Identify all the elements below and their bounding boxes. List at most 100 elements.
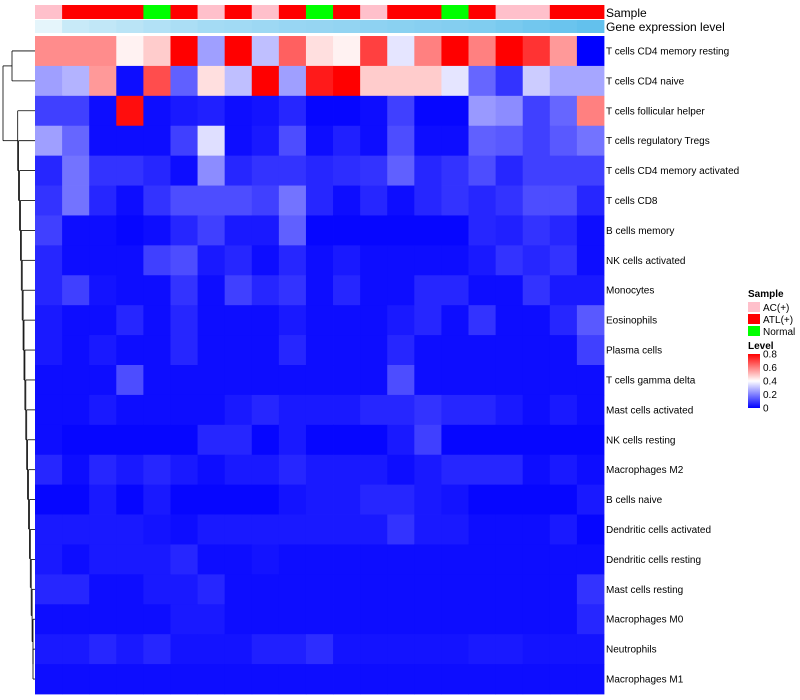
heatmap-cell xyxy=(495,335,524,366)
row-label: Monocytes xyxy=(606,286,654,297)
heatmap-cell xyxy=(441,514,469,545)
heatmap-cell xyxy=(35,215,63,246)
sample-legend-swatch xyxy=(748,302,760,312)
heatmap-cell xyxy=(197,484,226,515)
heatmap-cell xyxy=(414,65,442,97)
sample-annotation-cell xyxy=(441,5,469,19)
heatmap-cell xyxy=(333,544,361,575)
heatmap-cell xyxy=(360,424,388,456)
heatmap-cell xyxy=(522,604,551,635)
heatmap-cell xyxy=(576,335,605,366)
heatmap-cell xyxy=(495,275,524,306)
heatmap-cell xyxy=(360,65,388,97)
heatmap-cell xyxy=(116,394,144,426)
heatmap-cell xyxy=(224,424,253,456)
heatmap-cell xyxy=(549,305,578,336)
heatmap-cell xyxy=(495,155,524,186)
heatmap-cell xyxy=(360,185,388,216)
heatmap-cell xyxy=(197,454,226,486)
heatmap-cell xyxy=(468,484,497,515)
heatmap-cell xyxy=(251,335,280,366)
heatmap-cell xyxy=(143,634,171,665)
heatmap-cell xyxy=(62,365,90,396)
heatmap-cell xyxy=(522,65,551,97)
heatmap-cell xyxy=(360,245,388,276)
heatmap-cell xyxy=(251,484,280,515)
heatmap-cell xyxy=(89,65,117,97)
heatmap-cell xyxy=(576,36,605,67)
sample-annotation-cell xyxy=(224,5,253,19)
heatmap-cell xyxy=(170,185,198,216)
gene-expression-annotation-cell xyxy=(170,20,198,33)
heatmap-cell xyxy=(414,544,442,575)
heatmap-cell xyxy=(414,424,442,456)
heatmap-cell xyxy=(522,275,551,306)
heatmap-cell xyxy=(224,125,253,157)
heatmap-cell xyxy=(143,484,171,515)
heatmap-cell xyxy=(278,275,307,306)
heatmap-cell xyxy=(387,424,415,456)
heatmap-cell xyxy=(576,574,605,605)
heatmap-cell xyxy=(35,634,63,665)
gene-expression-annotation-cell xyxy=(251,20,280,33)
heatmap-cell xyxy=(387,95,415,127)
heatmap-cell xyxy=(116,664,144,695)
heatmap-cell xyxy=(251,245,280,276)
heatmap-cell xyxy=(468,95,497,127)
heatmap-cell xyxy=(197,394,226,426)
heatmap-cell xyxy=(441,155,469,186)
heatmap-cell xyxy=(549,424,578,456)
heatmap-cell xyxy=(89,215,117,246)
heatmap-cell xyxy=(468,365,497,396)
heatmap-cell xyxy=(576,634,605,665)
heatmap-cell xyxy=(35,365,63,396)
heatmap-cell xyxy=(576,424,605,456)
heatmap-cell xyxy=(549,394,578,426)
gene-expression-annotation-cell xyxy=(468,20,497,33)
heatmap-cell xyxy=(197,604,226,635)
heatmap-cell xyxy=(62,305,90,336)
level-tick-label: 0.8 xyxy=(763,350,777,361)
heatmap-cell xyxy=(305,95,334,127)
heatmap-cell xyxy=(387,245,415,276)
heatmap-cell xyxy=(278,664,307,695)
sample-annotation-cell xyxy=(197,5,226,19)
sample-legend-title: Sample xyxy=(748,289,784,300)
heatmap-cell xyxy=(197,424,226,456)
heatmap-cell xyxy=(116,245,144,276)
level-tick-label: 0 xyxy=(763,404,769,415)
heatmap-cell xyxy=(62,604,90,635)
heatmap-cell xyxy=(549,95,578,127)
heatmap-cell xyxy=(116,275,144,306)
heatmap-cell xyxy=(468,424,497,456)
heatmap-cell xyxy=(576,664,605,695)
row-label: NK cells activated xyxy=(606,256,685,267)
heatmap-cell xyxy=(278,65,307,97)
heatmap-cell xyxy=(576,275,605,306)
heatmap-cell xyxy=(387,365,415,396)
heatmap-cell xyxy=(197,305,226,336)
heatmap-cell xyxy=(278,514,307,545)
heatmap-cell xyxy=(35,335,63,366)
row-label: T cells gamma delta xyxy=(606,376,696,387)
heatmap-cell xyxy=(224,544,253,575)
heatmap-cell xyxy=(224,95,253,127)
sample-legend-label: ATL(+) xyxy=(763,315,793,326)
heatmap-cell xyxy=(251,125,280,157)
heatmap-cell xyxy=(576,65,605,97)
heatmap-cell xyxy=(441,65,469,97)
heatmap-cell xyxy=(62,335,90,366)
heatmap-cell xyxy=(116,65,144,97)
heatmap-cell xyxy=(495,215,524,246)
row-label: Macrophages M2 xyxy=(606,465,684,476)
gene-expression-annotation-cell xyxy=(414,20,442,33)
heatmap-cell xyxy=(387,544,415,575)
heatmap-cell xyxy=(116,574,144,605)
heatmap-cell xyxy=(387,514,415,545)
heatmap-cell xyxy=(549,275,578,306)
heatmap-cell xyxy=(468,155,497,186)
heatmap-cell xyxy=(414,454,442,486)
heatmap-cell xyxy=(441,574,469,605)
level-legend-title: Level xyxy=(748,341,774,352)
heatmap-cell xyxy=(143,245,171,276)
